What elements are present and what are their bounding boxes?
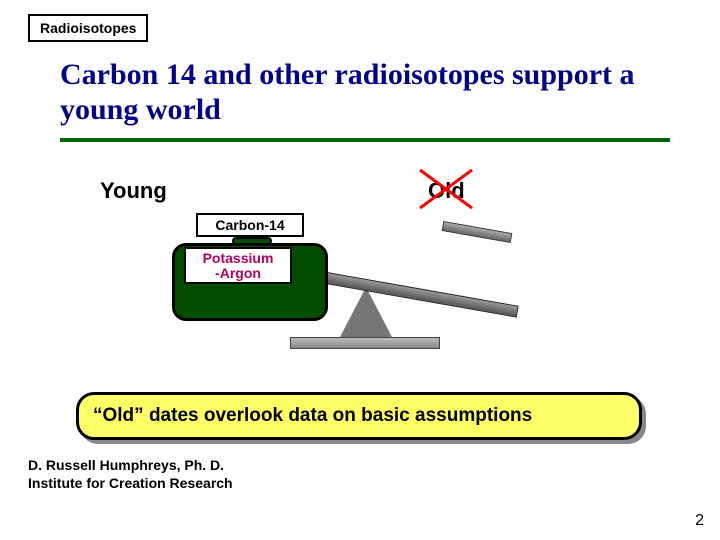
credits: D. Russell Humphreys, Ph. D. Institute f…: [28, 456, 233, 492]
credit-line-2: Institute for Creation Research: [28, 474, 233, 492]
seesaw-fulcrum: [340, 287, 392, 337]
pan-label-carbon14: Carbon-14: [196, 213, 304, 237]
left-pan-top: [232, 237, 272, 245]
right-pan: [442, 221, 513, 243]
seesaw-base: [290, 337, 440, 349]
pan-label-potassium-argon: Potassium -Argon: [184, 247, 292, 284]
title-rule: [60, 138, 670, 142]
page-title: Carbon 14 and other radioisotopes suppor…: [60, 58, 670, 127]
seesaw-diagram: Carbon-14 Potassium -Argon: [190, 175, 510, 355]
callout-box: “Old” dates overlook data on basic assum…: [76, 392, 642, 440]
credit-line-1: D. Russell Humphreys, Ph. D.: [28, 456, 233, 474]
young-label: Young: [100, 178, 167, 204]
header-badge: Radioisotopes: [28, 14, 148, 42]
page-number: 2: [695, 512, 704, 530]
